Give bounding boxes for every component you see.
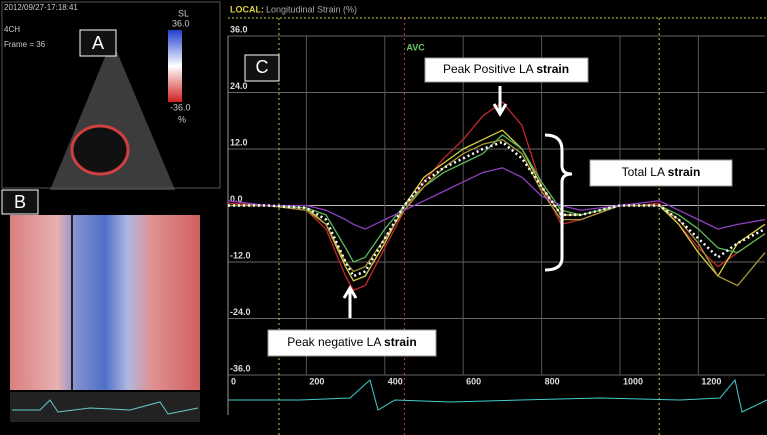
x-tick-label: 400 xyxy=(388,376,403,386)
view-label: 4CH xyxy=(4,25,20,34)
m-mode-panel xyxy=(10,215,200,390)
x-tick-label: 1000 xyxy=(623,376,643,386)
figure: 2012/09/27-17:18:41 4CH Frame = 36 SL 36… xyxy=(0,0,767,435)
x-tick-label: 200 xyxy=(309,376,324,386)
x-tick-label: 600 xyxy=(466,376,481,386)
annotation-bold: strain xyxy=(384,335,417,349)
event-label: AVC xyxy=(406,42,425,52)
chart-label: LOCAL: xyxy=(230,4,264,14)
annotation-text: Peak negative LA xyxy=(287,335,381,349)
chart-title: Longitudinal Strain (%) xyxy=(266,4,357,14)
scale-unit: % xyxy=(178,114,186,124)
annotation-text: Peak Positive LA xyxy=(443,62,534,76)
panel-label: B xyxy=(14,192,26,212)
timestamp: 2012/09/27-17:18:41 xyxy=(4,3,78,12)
annotation-bold: strain xyxy=(536,62,569,76)
annotation: Peak negative LA strain xyxy=(287,335,416,349)
page: 2012/09/27-17:18:41 4CH Frame = 36 SL 36… xyxy=(0,0,767,435)
scale-label: SL xyxy=(178,8,189,18)
annotation: Peak Positive LA strain xyxy=(443,62,569,76)
x-tick-label: 0 xyxy=(231,376,236,386)
panel-label: A xyxy=(92,33,104,53)
panel-label: C xyxy=(256,57,269,77)
y-tick-label: 24.0 xyxy=(230,81,248,91)
frame-label: Frame = 36 xyxy=(4,40,46,49)
la-contour xyxy=(72,126,128,174)
y-tick-label: -36.0 xyxy=(230,363,251,373)
ecg-strip xyxy=(10,392,200,422)
x-tick-label: 1200 xyxy=(701,376,721,386)
annotation: Total LA strain xyxy=(622,165,701,179)
y-tick-label: -24.0 xyxy=(230,307,251,317)
x-tick-label: 800 xyxy=(545,376,560,386)
color-scale xyxy=(168,30,182,102)
y-tick-label: 12.0 xyxy=(230,137,248,147)
annotation-text: Total LA xyxy=(622,165,665,179)
y-tick-label: -12.0 xyxy=(230,250,251,260)
annotation-bold: strain xyxy=(668,165,701,179)
scale-min: -36.0 xyxy=(170,102,191,112)
scale-max: 36.0 xyxy=(172,18,190,28)
y-tick-label: 36.0 xyxy=(230,24,248,34)
